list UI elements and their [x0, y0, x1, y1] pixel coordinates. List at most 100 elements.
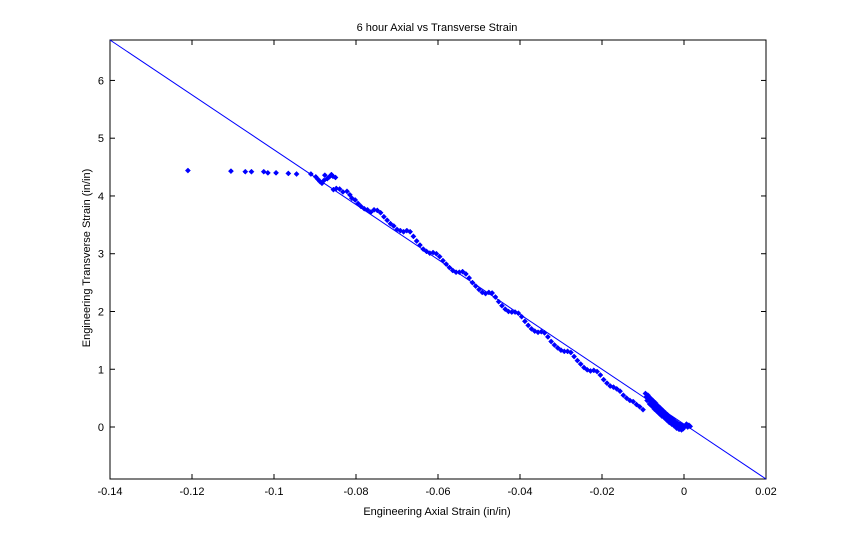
data-point [630, 398, 637, 405]
plot-area: -0.14 -0.12 -0.1 -0.08 -0.06 -0.04 -0.02 0 0.02 0… [97, 39, 777, 498]
data-point [413, 238, 420, 244]
data-point [439, 257, 446, 264]
data-point [407, 228, 414, 235]
data-point [687, 423, 694, 430]
data-point [364, 206, 371, 213]
x-tick-label: -0.08 [343, 486, 368, 498]
data-point [248, 168, 255, 175]
data-point [538, 328, 545, 335]
data-point [227, 168, 234, 175]
data-point [597, 372, 604, 378]
data-point [485, 289, 492, 296]
data-point [541, 329, 548, 336]
x-axis-title: Engineering Axial Strain (in/in) [363, 506, 510, 518]
data-point [355, 200, 362, 207]
data-point [571, 353, 578, 360]
data-point [495, 298, 502, 305]
data-point [344, 188, 350, 195]
data-point [184, 167, 191, 174]
data-point [633, 401, 640, 408]
data-point [433, 250, 440, 257]
data-point [610, 384, 617, 391]
data-point [600, 376, 607, 383]
data-point [603, 380, 610, 387]
data-point [462, 270, 469, 277]
data-point [417, 242, 423, 249]
chart-title: 6 hour Axial vs Transverse Strain [357, 22, 518, 34]
y-tick-label: 3 [98, 249, 104, 261]
data-point [357, 203, 364, 210]
data-point [554, 344, 561, 351]
y-tick-label: 2 [98, 306, 104, 318]
data-point [567, 349, 574, 356]
data-point [446, 264, 453, 271]
data-point [502, 306, 509, 313]
data-point [492, 294, 499, 300]
data-point [273, 169, 280, 176]
x-tick-label: -0.02 [589, 486, 614, 498]
data-point [521, 318, 528, 325]
data-point [469, 279, 476, 286]
y-tick-label: 5 [98, 133, 104, 145]
data-point [515, 310, 522, 317]
data-point [551, 342, 558, 348]
data-point [336, 186, 343, 192]
data-point [594, 368, 601, 375]
data-point [420, 246, 427, 253]
data-point [321, 172, 328, 179]
data-point [518, 313, 525, 320]
data-point [387, 220, 394, 227]
data-point [472, 283, 479, 290]
data-point [620, 392, 627, 399]
data-point [544, 333, 551, 340]
data-point [528, 325, 535, 332]
data-point [613, 385, 620, 392]
y-axis-title: Engineering Transverse Strain (in/in) [81, 169, 93, 348]
data-point [548, 338, 555, 345]
data-point [640, 406, 646, 413]
data-point [374, 207, 381, 214]
x-tick-label: -0.14 [97, 486, 122, 498]
data-point [380, 213, 387, 220]
data-point [476, 286, 482, 293]
data-point [264, 169, 271, 176]
data-point [332, 174, 339, 181]
data-point [390, 223, 397, 229]
data-point [293, 171, 300, 177]
data-point [307, 171, 314, 177]
y-tick-label: 1 [98, 364, 104, 376]
data-point [371, 206, 377, 213]
x-tick-label: -0.1 [265, 486, 284, 498]
y-tick-label: 4 [98, 191, 104, 203]
data-point [367, 209, 374, 216]
data-point [466, 275, 473, 281]
data-point [574, 357, 581, 364]
data-point [581, 364, 587, 371]
data-point [489, 290, 496, 296]
x-tick-label: -0.04 [507, 486, 532, 498]
data-point [377, 209, 384, 216]
data-point [623, 395, 630, 402]
data-point [384, 217, 391, 224]
data-point [285, 170, 292, 177]
y-tick-label: 0 [98, 422, 104, 434]
data-point [584, 366, 591, 373]
x-tick-label: 0.02 [755, 486, 776, 498]
data-point [499, 302, 505, 309]
data-point [617, 388, 623, 395]
x-tick-label: -0.06 [425, 486, 450, 498]
y-tick-label: 6 [98, 75, 104, 87]
x-tick-label: -0.12 [179, 486, 204, 498]
data-point [636, 403, 643, 410]
data-point [525, 322, 532, 329]
data-point [459, 268, 466, 275]
data-point [352, 197, 359, 203]
data-point [505, 308, 512, 315]
data-point [242, 168, 249, 175]
data-point [436, 253, 443, 260]
data-point [410, 233, 417, 240]
data-point [577, 361, 584, 368]
data-point [443, 261, 450, 268]
